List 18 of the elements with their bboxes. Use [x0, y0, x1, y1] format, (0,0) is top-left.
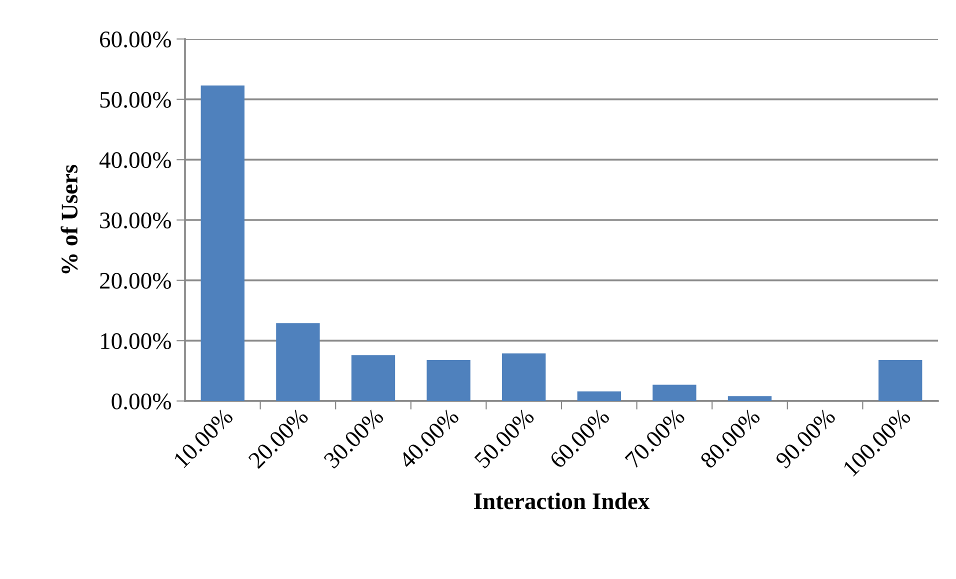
y-tick-label: 60.00%	[100, 31, 171, 48]
x-axis-title: Interaction Index	[474, 492, 650, 510]
bar	[502, 353, 546, 401]
bar	[200, 85, 244, 401]
y-tick-label: 50.00%	[100, 92, 171, 108]
y-axis-title: % of Users	[60, 164, 78, 274]
bar	[728, 396, 772, 401]
bar	[426, 360, 470, 401]
y-tick-label: 0.00%	[112, 393, 171, 410]
bar	[652, 384, 696, 401]
bar	[577, 391, 621, 401]
bar	[276, 323, 320, 401]
y-tick-label: 20.00%	[100, 272, 171, 289]
y-tick-label: 10.00%	[101, 333, 171, 350]
bar	[878, 360, 922, 401]
bar	[351, 355, 396, 401]
y-tick-label: 40.00%	[99, 152, 171, 168]
y-tick-label: 30.00%	[100, 212, 171, 229]
